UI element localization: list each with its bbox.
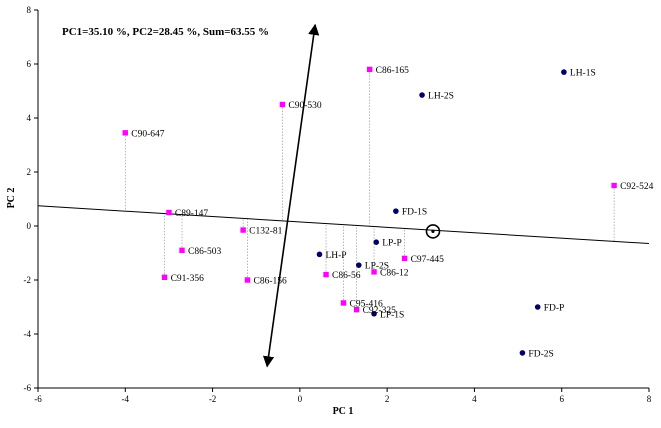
x-tick-label: 0 — [298, 394, 303, 404]
point-label: LH-2S — [428, 92, 454, 102]
point-label: C86-56 — [332, 271, 361, 281]
x-tick-label: 8 — [647, 394, 652, 404]
point-label: FD-2S — [528, 349, 553, 359]
y-tick-label: -2 — [24, 275, 32, 285]
data-points — [122, 66, 617, 356]
x-tick-label: -6 — [34, 394, 42, 404]
point-label: C89-147 — [175, 209, 209, 219]
square-point — [371, 269, 377, 275]
point-label: C92-524 — [620, 182, 654, 192]
square-point — [366, 66, 373, 73]
point-label: C90-530 — [288, 101, 322, 111]
point-label: LH-1S — [570, 69, 596, 79]
circle-point — [316, 251, 323, 258]
circle-point — [561, 69, 567, 75]
x-tick-label: -2 — [209, 394, 217, 404]
point-label: LP-P — [382, 239, 402, 249]
circle-point — [519, 350, 526, 356]
point-label: LH-P — [325, 251, 346, 261]
point-label: C86-12 — [380, 268, 409, 278]
point-label: C86-156 — [253, 277, 287, 287]
point-label: C95-416 — [350, 299, 384, 309]
variance-annotation: PC1=35.10 %, PC2=28.45 %, Sum=63.55 % — [62, 26, 269, 38]
axes: -6 -4 -2 0 2 4 6 8 -6 -4 -2 0 2 4 6 8 — [24, 5, 652, 404]
marked-point-dot — [431, 229, 435, 233]
y-tick-label: 0 — [27, 221, 32, 231]
square-point — [179, 247, 185, 253]
y-tick-label: 2 — [27, 167, 32, 177]
circle-point — [371, 310, 377, 317]
point-label: LP-2S — [365, 262, 389, 272]
y-tick-label: 4 — [27, 113, 32, 123]
x-tick-label: -4 — [122, 394, 130, 404]
x-tick-label: 4 — [472, 394, 477, 404]
y-tick-label: -4 — [24, 329, 32, 339]
square-point — [611, 182, 617, 189]
circle-point — [393, 208, 399, 214]
y-tick-label: -6 — [24, 383, 32, 393]
square-point — [353, 307, 360, 313]
orthogonal-arrow — [262, 23, 320, 368]
x-tick-label: 2 — [385, 394, 390, 404]
point-labels: C86-165 C90-530 C90-647 C92-524 C89-147 C132-… — [131, 66, 654, 359]
regression-line — [37, 205, 650, 245]
y-tick-label: 6 — [27, 59, 32, 69]
point-label: FD-P — [544, 304, 565, 314]
square-point — [161, 274, 168, 280]
point-label: FD-1S — [402, 208, 427, 218]
y-axis-title: PC 2 — [6, 188, 17, 209]
x-tick-label: 6 — [559, 394, 564, 404]
square-point — [340, 300, 347, 306]
point-label: C92-325 — [363, 306, 397, 316]
point-label: C86-165 — [376, 66, 410, 76]
y-tick-label: 8 — [27, 5, 32, 15]
point-label: C91-356 — [171, 274, 205, 284]
circle-point — [355, 262, 362, 268]
square-point — [401, 255, 408, 262]
x-axis-title: PC 1 — [333, 406, 354, 417]
circle-point — [419, 92, 425, 98]
fitted-lines — [37, 23, 650, 368]
point-label: C132-81 — [249, 227, 283, 237]
point-label: C90-647 — [131, 129, 165, 139]
square-point — [122, 130, 128, 136]
point-label: C86-503 — [188, 247, 222, 257]
point-label: LP-1S — [380, 310, 404, 320]
square-point — [240, 227, 246, 233]
point-label: C97-445 — [411, 255, 445, 265]
marked-point-ring — [425, 224, 441, 239]
square-point — [244, 277, 251, 283]
square-point — [166, 209, 172, 216]
square-point — [279, 101, 286, 108]
square-point — [323, 271, 329, 278]
circle-point — [373, 239, 380, 245]
circle-point — [534, 304, 541, 310]
